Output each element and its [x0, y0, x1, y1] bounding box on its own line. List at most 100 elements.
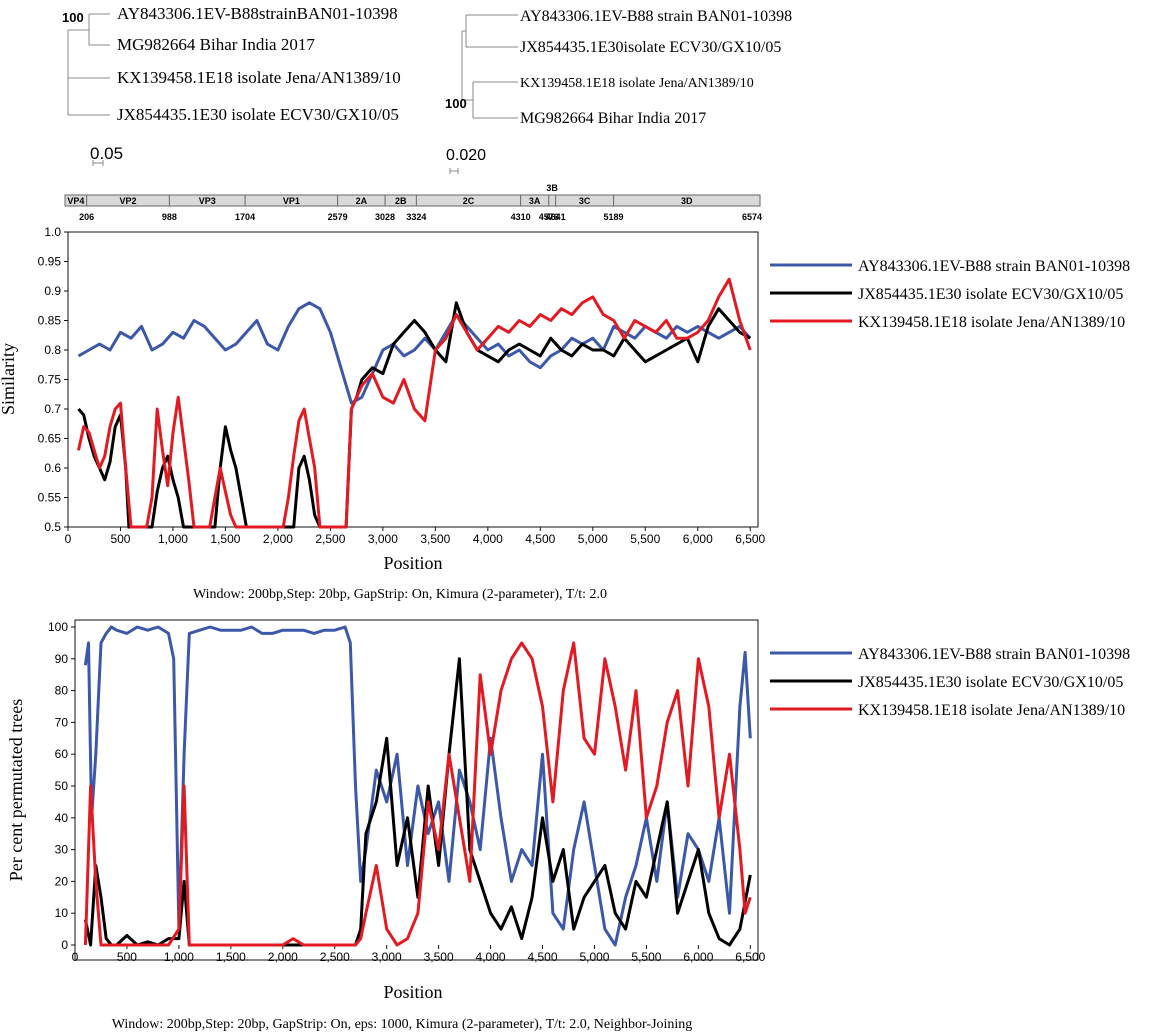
y-tick-label: 10 — [55, 906, 69, 920]
similarity-plot-series — [77, 277, 752, 529]
x-tick-label: 5,000 — [579, 950, 609, 964]
y-tick-label: 70 — [55, 715, 69, 729]
x-tick-label: 4,500 — [525, 532, 555, 546]
x-tick-label: 3,500 — [420, 532, 450, 546]
genome-position-label: 988 — [162, 212, 177, 222]
tree-left-scale-label: 0.05 — [90, 144, 123, 163]
similarity-plot-ticks: 0.5 0.55 0.6 0.65 0.7 0.75 0.8 0.85 0.9 0.95 1.0 0 5… — [38, 225, 766, 546]
sim-legend-label-1: AY843306.1EV-B88 strain BAN01-10398 — [858, 258, 1130, 275]
genome-region-2c: 2C — [463, 196, 475, 206]
similarity-plot-legend: AY843306.1EV-B88 strain BAN01-10398 JX854… — [770, 258, 1130, 331]
sim-legend-label-3: KX139458.1E18 isolate Jena/AN1389/10 — [858, 314, 1125, 331]
y-tick-label: 40 — [55, 811, 69, 825]
x-tick-label: 6,500 — [735, 950, 765, 964]
y-tick-label: 0.75 — [38, 373, 62, 387]
x-tick-label: 1,000 — [158, 532, 188, 546]
y-tick-label: 0.8 — [44, 343, 61, 357]
y-tick-label: 0 — [61, 938, 68, 952]
genome-region-3d: 3D — [681, 196, 693, 206]
tree-right-leaf-3: KX139458.1E18 isolate Jena/AN1389/10 — [520, 76, 754, 91]
genome-position-label: 1704 — [235, 212, 255, 222]
genome-region-3a: 3A — [529, 196, 541, 206]
genome-region-vp4: VP4 — [67, 196, 84, 206]
y-tick-label: 50 — [55, 779, 69, 793]
genome-region-3c: 3C — [579, 196, 591, 206]
y-tick-label: 80 — [55, 684, 69, 698]
boot-legend-label-3: KX139458.1E18 isolate Jena/AN1389/10 — [858, 702, 1125, 719]
phylogenetic-tree-left: 100 AY843306.1EV-B88strainBAN01-10398 MG… — [62, 4, 401, 166]
sim-series-2-line — [77, 301, 751, 529]
x-tick-label: 1,000 — [164, 950, 194, 964]
y-tick-label: 30 — [55, 843, 69, 857]
x-tick-label: 2,500 — [315, 532, 345, 546]
y-tick-label: 0.65 — [38, 432, 62, 446]
tree-right-leaf-1: AY843306.1EV-B88 strain BAN01-10398 — [520, 8, 792, 25]
similarity-plot: 0.5 0.55 0.6 0.65 0.7 0.75 0.8 0.85 0.9 0.95 1.0 0 5… — [0, 225, 1130, 602]
bootscan-plot-caption: Window: 200bp,Step: 20bp, GapStrip: On, … — [112, 1017, 693, 1032]
genome-region-3b: 3B — [546, 183, 558, 193]
genome-region-vp3: VP3 — [199, 196, 216, 206]
bootscan-plot-xlabel: Position — [383, 982, 442, 1002]
tree-right-leaf-2: JX854435.1E30isolate ECV30/GX10/05 — [520, 39, 781, 56]
tree-right-scale-label: 0.020 — [446, 147, 486, 164]
tree-left-leaf-2: MG982664 Bihar India 2017 — [117, 35, 315, 54]
y-tick-label: 0.7 — [44, 402, 61, 416]
similarity-plot-ylabel: Similarity — [0, 343, 18, 415]
bootscan-plot-frame — [74, 619, 759, 961]
genome-position-label: 6574 — [742, 212, 762, 222]
x-tick-label: 6,500 — [735, 532, 765, 546]
x-tick-label: 3,000 — [368, 532, 398, 546]
genome-map-bar — [64, 194, 761, 207]
x-tick-label: 6,000 — [683, 950, 713, 964]
y-tick-label: 60 — [55, 747, 69, 761]
bootscan-plot-series — [83, 625, 752, 947]
x-tick-label: 5,500 — [631, 950, 661, 964]
y-tick-label: 90 — [55, 652, 69, 666]
tree-left-leaf-4: JX854435.1E30 isolate ECV30/GX10/05 — [117, 105, 399, 124]
x-tick-label: 4,500 — [528, 950, 558, 964]
boot-series-1-line — [83, 625, 752, 947]
genome-position-label: 4310 — [511, 212, 531, 222]
sim-series-3-line — [77, 277, 752, 529]
x-tick-label: 2,000 — [268, 950, 298, 964]
x-tick-label: 4,000 — [473, 532, 503, 546]
tree-right-leaf-4: MG982664 Bihar India 2017 — [520, 110, 706, 127]
genome-map: VP4 VP2 VP3 VP1 2A 2B 2C 3A 3B 3C 3D 206 988 1704 2579… — [64, 183, 762, 222]
x-tick-label: 0 — [72, 950, 79, 964]
bootscan-plot-legend: AY843306.1EV-B88 strain BAN01-10398 JX854… — [770, 646, 1130, 719]
y-tick-label: 20 — [55, 874, 69, 888]
bootscan-plot-ylabel: Per cent permutated trees — [6, 699, 26, 881]
y-tick-label: 0.85 — [38, 314, 62, 328]
x-tick-label: 3,500 — [424, 950, 454, 964]
x-tick-label: 500 — [110, 532, 130, 546]
tree-left-leaf-1: AY843306.1EV-B88strainBAN01-10398 — [117, 4, 398, 23]
similarity-plot-frame — [67, 231, 759, 528]
sim-series-1-line — [77, 301, 752, 405]
x-tick-label: 5,000 — [578, 532, 608, 546]
phylogenetic-tree-right: 100 AY843306.1EV-B88 strain BAN01-10398 … — [445, 8, 792, 174]
genome-position-label: 3324 — [406, 212, 426, 222]
bootscan-plot-ticks: 0 10 20 30 40 50 60 70 80 90 100 0 500 1,000 1,500 2,00… — [48, 620, 766, 964]
genome-region-2b: 2B — [395, 196, 407, 206]
genome-position-label: 206 — [79, 212, 94, 222]
y-tick-label: 0.6 — [44, 461, 61, 475]
x-tick-label: 1,500 — [216, 950, 246, 964]
x-tick-label: 0 — [65, 532, 72, 546]
genome-region-vp1: VP1 — [283, 196, 300, 206]
tree-left-leaf-3: KX139458.1E18 isolate Jena/AN1389/10 — [117, 68, 401, 87]
genome-position-label: 3028 — [375, 212, 395, 222]
x-tick-label: 5,500 — [630, 532, 660, 546]
x-tick-label: 500 — [117, 950, 137, 964]
x-tick-label: 2,500 — [320, 950, 350, 964]
genome-region-2a: 2A — [356, 196, 368, 206]
x-tick-label: 2,000 — [263, 532, 293, 546]
x-tick-label: 4,000 — [476, 950, 506, 964]
genome-position-label: 4576 — [539, 212, 559, 222]
y-tick-label: 100 — [48, 620, 68, 634]
similarity-plot-caption: Window: 200bp,Step: 20bp, GapStrip: On, … — [193, 587, 607, 602]
tree-left-bootstrap: 100 — [62, 10, 84, 25]
y-tick-label: 0.55 — [38, 491, 62, 505]
genome-region-vp2: VP2 — [120, 196, 137, 206]
y-tick-label: 0.9 — [44, 284, 61, 298]
bootscan-plot: 0 10 20 30 40 50 60 70 80 90 100 0 500 1,000 1,500 2,00… — [6, 619, 1130, 1032]
